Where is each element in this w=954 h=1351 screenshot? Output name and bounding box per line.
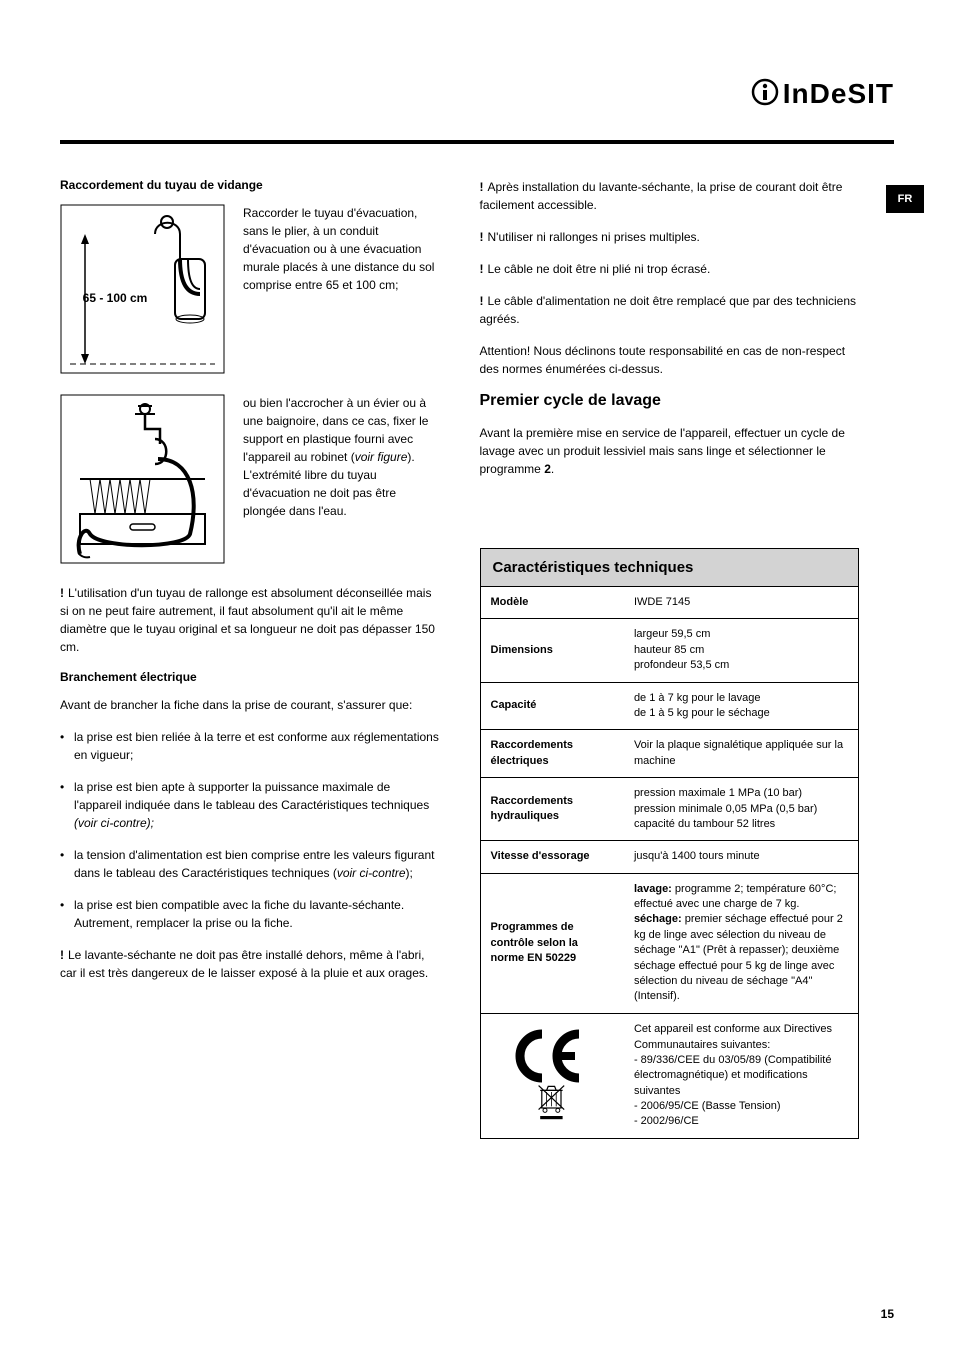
bullet-2-it: (voir ci-contre);: [74, 816, 154, 830]
bullet-4-text: la prise est bien compatible avec la fic…: [74, 898, 404, 930]
figure-2-row: ou bien l'accrocher à un évier ou à une …: [60, 394, 440, 564]
ce-mark-icon: [507, 1026, 597, 1121]
first-cycle-text: Avant la première mise en service de l'a…: [480, 424, 860, 478]
spec-table-header: Caractéristiques techniques: [481, 549, 859, 587]
bullet-1: la prise est bien reliée à la terre et e…: [60, 728, 440, 764]
brand-logo: InDeSIT: [751, 78, 894, 113]
spec-label: Programmes de contrôle selon la norme EN…: [481, 873, 624, 1013]
first-cycle-heading: Premier cycle de lavage: [480, 392, 860, 410]
warning-socket-access: Après installation du lavante-séchante, …: [480, 178, 860, 214]
page-content: Raccordement du tuyau de vidange: [60, 178, 859, 1301]
bullet-2-text: la prise est bien apte à supporter la pu…: [74, 780, 429, 812]
ce-mark-cell: [481, 1013, 624, 1138]
figure-2-text: ou bien l'accrocher à un évier ou à une …: [243, 394, 440, 564]
cycle-text-a: Avant la première mise en service de l'a…: [480, 426, 845, 476]
spec-label: Capacité: [481, 682, 624, 730]
electrical-intro: Avant de brancher la fiche dans la prise…: [60, 696, 440, 714]
bullet-3-after: );: [406, 866, 413, 880]
figure-2: [60, 394, 225, 564]
electrical-bullets: la prise est bien reliée à la terre et e…: [60, 728, 440, 932]
warning-cable-bend: Le câble ne doit être ni plié ni trop éc…: [480, 260, 860, 278]
spec-row-spin: Vitesse d'essorage jusqu'à 1400 tours mi…: [481, 841, 859, 873]
spec-value: IWDE 7145: [624, 587, 858, 619]
bullet-2: la prise est bien apte à supporter la pu…: [60, 778, 440, 832]
logo-i-icon: [751, 78, 779, 113]
figure-1: 65 - 100 cm: [60, 204, 225, 374]
spec-table: Caractéristiques techniques Modèle IWDE …: [480, 548, 860, 1139]
bullet-3: la tension d'alimentation est bien compr…: [60, 846, 440, 882]
page-number: 15: [881, 1307, 894, 1321]
figure-1-text: Raccorder le tuyau d'évacuation, sans le…: [243, 204, 440, 374]
section-electrical-title: Branchement électrique: [60, 670, 440, 684]
spec-value: Cet appareil est conforme aux Directives…: [624, 1013, 858, 1138]
attention-text: Attention! Nous déclinons toute responsa…: [480, 342, 860, 378]
fig2-text-italic: voir figure: [355, 450, 408, 464]
spec-row-capacity: Capacité de 1 à 7 kg pour le lavage de 1…: [481, 682, 859, 730]
warning-outdoor: Le lavante-séchante ne doit pas être ins…: [60, 946, 440, 982]
prog-wash-b: lavage:: [634, 883, 672, 895]
left-column: Raccordement du tuyau de vidange: [60, 178, 440, 1301]
prog-dry-b: séchage:: [634, 913, 682, 925]
figure-1-label: 65 - 100 cm: [83, 291, 148, 305]
brand-text: InDeSIT: [783, 78, 894, 109]
header-rule: [60, 140, 894, 144]
right-column: Après installation du lavante-séchante, …: [480, 178, 860, 1301]
cycle-text-b: 2: [544, 462, 551, 476]
spec-label: Raccordements électriques: [481, 730, 624, 778]
spec-row-ce: Cet appareil est conforme aux Directives…: [481, 1013, 859, 1138]
warning-extensions: N'utiliser ni rallonges ni prises multip…: [480, 228, 860, 246]
section-drain-title: Raccordement du tuyau de vidange: [60, 178, 440, 192]
spec-row-dimensions: Dimensions largeur 59,5 cm hauteur 85 cm…: [481, 619, 859, 682]
spec-value: largeur 59,5 cm hauteur 85 cm profondeur…: [624, 619, 858, 682]
prog-dry: premier séchage effectué pour 2 kg de li…: [634, 913, 843, 1002]
warning-cable-replace: Le câble d'alimentation ne doit être rem…: [480, 292, 860, 328]
spec-label: Raccordements hydrauliques: [481, 778, 624, 841]
language-tab: FR: [886, 185, 924, 213]
bullet-3-it: voir ci-contre: [337, 866, 406, 880]
bullet-4: la prise est bien compatible avec la fic…: [60, 896, 440, 932]
spec-value: lavage: programme 2; température 60°C; e…: [624, 873, 858, 1013]
spec-table-body: Modèle IWDE 7145 Dimensions largeur 59,5…: [481, 587, 859, 1138]
warning-hose-extension: L'utilisation d'un tuyau de rallonge est…: [60, 584, 440, 656]
figure-1-row: 65 - 100 cm Raccorder le tuyau d'évacuat…: [60, 204, 440, 374]
bullet-1-text: la prise est bien reliée à la terre et e…: [74, 730, 439, 762]
spec-value: de 1 à 7 kg pour le lavage de 1 à 5 kg p…: [624, 682, 858, 730]
spec-label: Dimensions: [481, 619, 624, 682]
spec-row-model: Modèle IWDE 7145: [481, 587, 859, 619]
spec-label: Modèle: [481, 587, 624, 619]
spec-row-programs: Programmes de contrôle selon la norme EN…: [481, 873, 859, 1013]
spec-row-hydraulic: Raccordements hydrauliques pression maxi…: [481, 778, 859, 841]
cycle-text-c: .: [551, 462, 554, 476]
spec-value: Voir la plaque signalétique appliquée su…: [624, 730, 858, 778]
spec-value: jusqu'à 1400 tours minute: [624, 841, 858, 873]
spec-row-electrical: Raccordements électriques Voir la plaque…: [481, 730, 859, 778]
spec-value: pression maximale 1 MPa (10 bar) pressio…: [624, 778, 858, 841]
spec-label: Vitesse d'essorage: [481, 841, 624, 873]
